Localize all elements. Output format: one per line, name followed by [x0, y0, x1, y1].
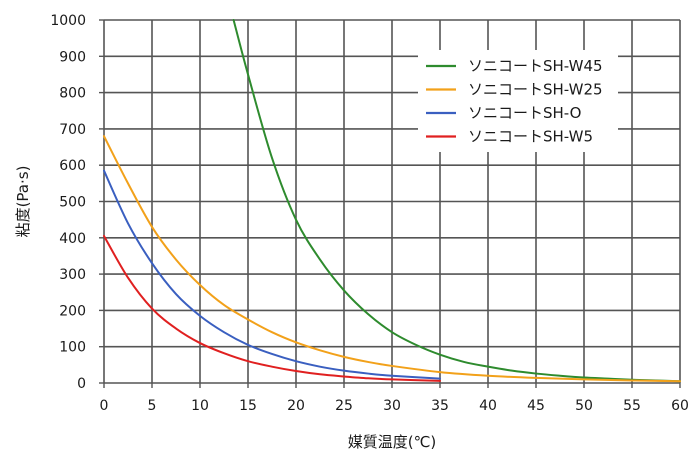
- x-tick-label: 55: [623, 398, 641, 414]
- y-tick-label: 1000: [50, 13, 86, 29]
- y-tick-label: 100: [59, 340, 86, 356]
- y-tick-label: 800: [59, 86, 86, 102]
- series-line-3: [103, 169, 441, 380]
- y-tick-label: 600: [59, 158, 86, 174]
- x-tick-label: 40: [479, 398, 497, 414]
- x-tick-label: 30: [383, 398, 401, 414]
- legend-label-2: ソニコートSH-W25: [468, 81, 603, 99]
- series-line-4: [103, 234, 441, 382]
- y-tick-label: 500: [59, 195, 86, 211]
- series-group: [103, 19, 681, 383]
- axes: 0 5 10 15 20 25 30 35 40 45 50 55 600100200300400500…: [50, 13, 689, 414]
- x-tick-label: 35: [431, 398, 449, 414]
- y-tick-label: 400: [59, 231, 86, 247]
- x-tick-label: 25: [335, 398, 353, 414]
- y-tick-label: 300: [59, 267, 86, 283]
- x-tick-label: 15: [239, 398, 257, 414]
- x-tick-label: 5: [148, 398, 157, 414]
- x-tick-label: 0: [100, 398, 109, 414]
- legend: ソニコートSH-W45 ソニコートSH-W25 ソニコートSH-O ソニコートSH-W…: [418, 50, 618, 152]
- x-tick-label: 60: [671, 398, 689, 414]
- y-axis-title: 粘度(Pa·s): [14, 166, 32, 238]
- x-tick-label: 10: [191, 398, 209, 414]
- x-axis-title: 媒質温度(℃): [348, 433, 437, 451]
- y-tick-label: 200: [59, 303, 86, 319]
- x-tick-label: 50: [575, 398, 593, 414]
- legend-label-3: ソニコートSH-O: [468, 104, 581, 122]
- legend-label-1: ソニコートSH-W45: [468, 57, 603, 75]
- legend-label-4: ソニコートSH-W5: [468, 128, 593, 146]
- y-tick-label: 900: [59, 49, 86, 65]
- y-tick-label: 0: [77, 376, 86, 392]
- series-line-2: [103, 135, 681, 383]
- y-tick-label: 700: [59, 122, 86, 138]
- series-line-1: [232, 19, 681, 383]
- x-tick-label: 45: [527, 398, 545, 414]
- x-tick-label: 20: [287, 398, 305, 414]
